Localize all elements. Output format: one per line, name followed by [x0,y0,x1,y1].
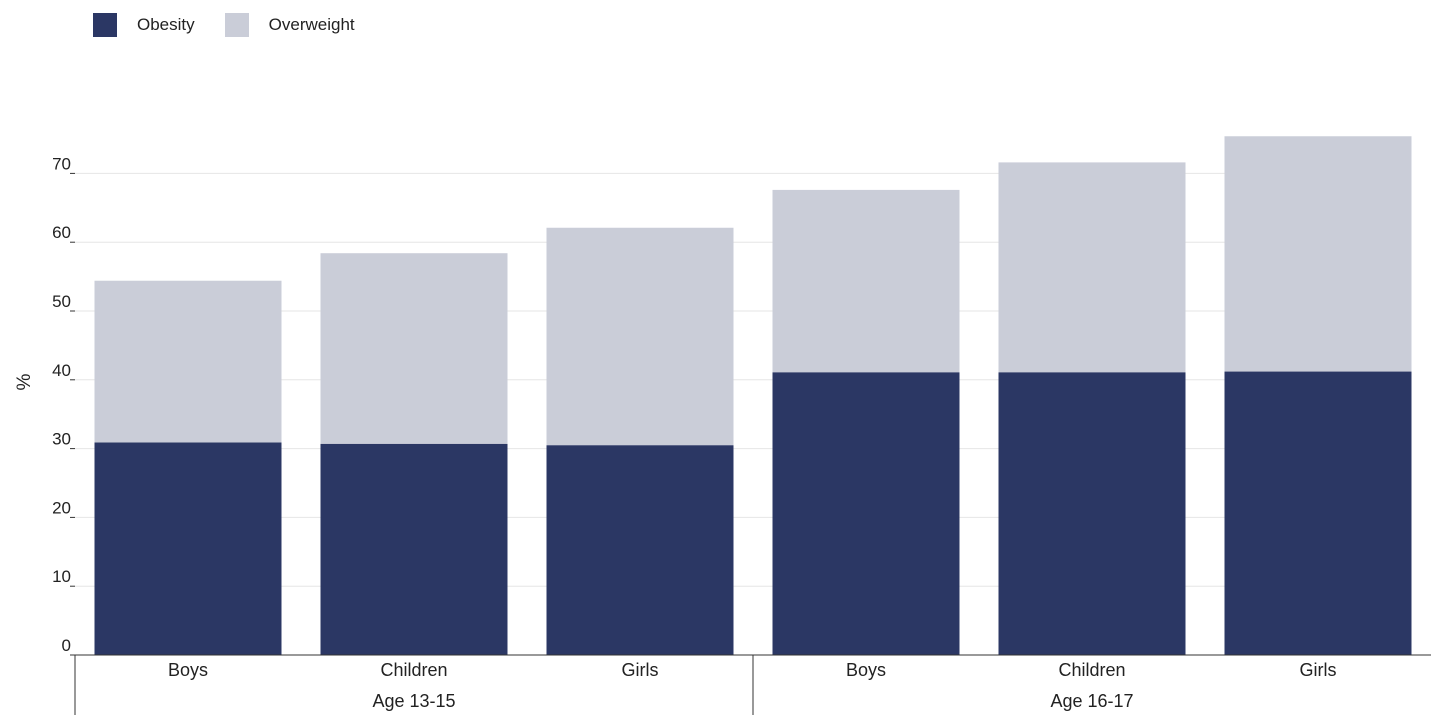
legend-swatch-overweight [224,13,249,37]
x-tick-label: Children [380,660,447,680]
y-tick-label: 30 [52,430,71,449]
legend-swatch-obesity [93,13,117,37]
x-tick-label: Boys [168,660,208,680]
group-label: Age 16-17 [1050,691,1133,711]
axes: 0 10 20 30 40 50 60 70 Boys Children Girls Boys Chil… [52,154,1431,715]
group-label: Age 13-15 [372,691,455,711]
bar-overweight[interactable] [94,280,282,443]
y-axis-label: % [14,373,35,390]
x-tick-label: Girls [622,660,659,680]
bar-overweight[interactable] [546,227,734,446]
bar-obesity[interactable] [94,442,282,655]
y-tick-label: 10 [52,567,71,586]
legend-item-obesity[interactable]: Obesity [93,13,195,37]
bars [94,136,1412,655]
y-tick-label: 70 [52,154,71,173]
x-tick-label: Boys [846,660,886,680]
y-tick-label: 50 [52,292,71,311]
bar-obesity[interactable] [998,372,1186,655]
bar-obesity[interactable] [546,445,734,655]
legend-label-overweight: Overweight [268,15,355,34]
bar-obesity[interactable] [772,372,960,655]
legend-label-obesity: Obesity [137,15,195,34]
bar-obesity[interactable] [320,443,508,655]
y-tick-label: 60 [52,223,71,242]
x-tick-label: Girls [1300,660,1337,680]
bar-overweight[interactable] [1224,136,1412,372]
legend-item-overweight[interactable]: Overweight [224,13,355,37]
y-tick-label: 0 [62,636,71,655]
bar-overweight[interactable] [998,162,1186,373]
bar-overweight[interactable] [320,253,508,444]
x-tick-label: Children [1058,660,1125,680]
y-tick-label: 40 [52,361,71,380]
y-tick-label: 20 [52,498,71,517]
legend: Obesity Overweight [93,13,385,37]
bar-overweight[interactable] [772,189,960,373]
bar-obesity[interactable] [1224,371,1412,655]
